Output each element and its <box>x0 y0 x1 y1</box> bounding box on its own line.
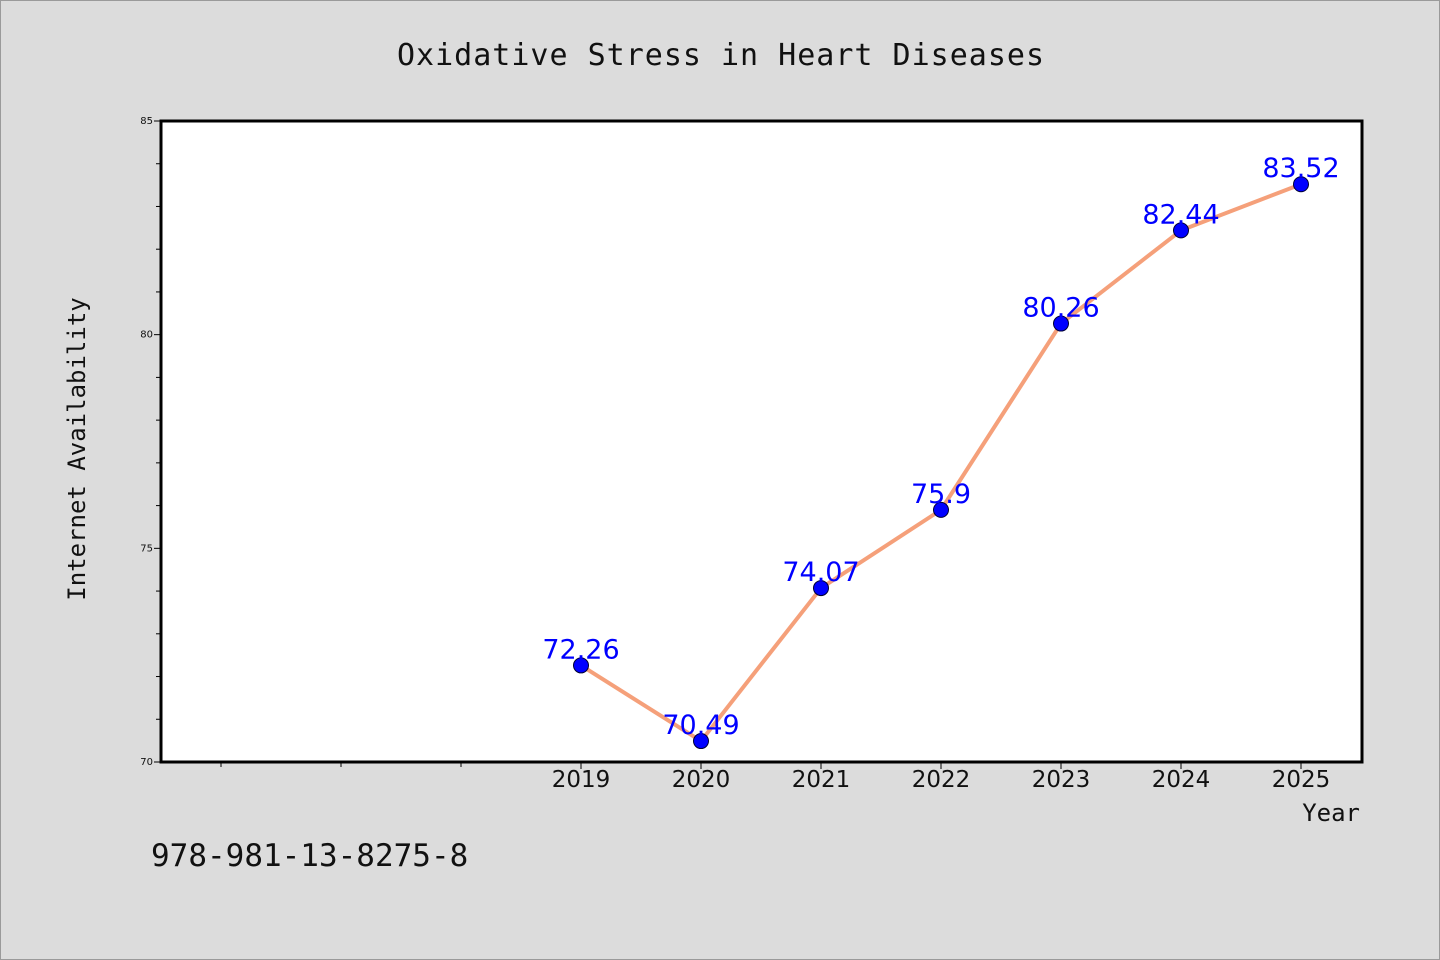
data-label: 80.26 <box>1022 293 1099 324</box>
y-tick-label: 85 <box>140 116 153 127</box>
x-tick-label: 2025 <box>1272 767 1331 793</box>
x-tick-label: 2024 <box>1152 767 1211 793</box>
footer-isbn: 978-981-13-8275-8 <box>151 838 468 874</box>
x-tick-label: 2023 <box>1032 767 1091 793</box>
x-tick-label: 2022 <box>912 767 971 793</box>
x-axis-label: Year <box>1302 799 1360 827</box>
data-label: 83.52 <box>1262 153 1339 184</box>
data-label: 72.26 <box>542 634 619 665</box>
data-point <box>1293 176 1309 193</box>
plot-area <box>159 119 1364 764</box>
x-minor-ticks <box>220 762 462 767</box>
x-tick-label: 2019 <box>552 767 611 793</box>
data-point <box>573 657 589 674</box>
data-point <box>693 733 709 750</box>
y-axis-ticks: 70 75 80 85 <box>140 116 161 768</box>
x-tick-label: 2020 <box>672 767 731 793</box>
chart-title: Oxidative Stress in Heart Diseases <box>397 38 1045 73</box>
series-layer: 72.26 70.49 74.07 75.9 80.26 82.44 83.52 <box>542 153 1340 750</box>
data-point <box>1173 222 1189 239</box>
data-label: 70.49 <box>662 710 739 741</box>
data-label: 74.07 <box>782 557 859 588</box>
y-tick-label: 70 <box>140 757 153 768</box>
y-axis-label: Internet Availability <box>63 297 91 600</box>
y-tick-label: 80 <box>140 330 153 341</box>
x-axis-ticks: 2019 2020 2021 2022 2023 2024 2025 <box>552 762 1331 793</box>
x-tick-label: 2021 <box>792 767 851 793</box>
data-point <box>813 580 829 597</box>
data-point <box>933 501 949 518</box>
data-label: 82.44 <box>1142 199 1219 230</box>
data-label: 75.9 <box>911 479 971 510</box>
data-point <box>1053 315 1069 332</box>
y-tick-label: 75 <box>140 543 153 554</box>
y-minor-ticks <box>156 163 161 720</box>
